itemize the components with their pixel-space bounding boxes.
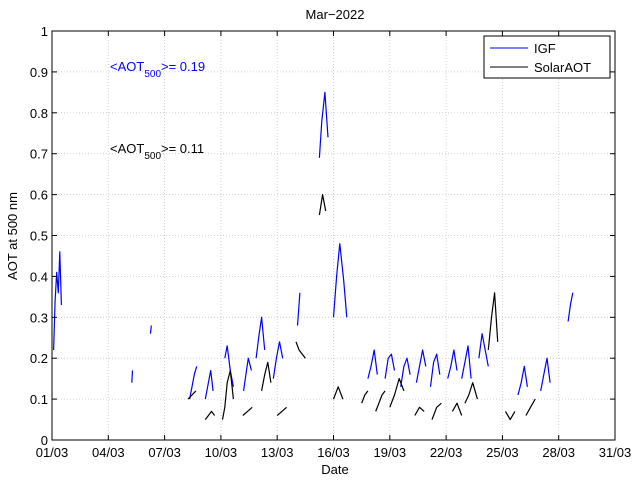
series-lines (53, 91, 574, 421)
y-tick-label: 0.3 (30, 310, 48, 325)
series-line-solaraot (525, 398, 536, 416)
annotation-mean-igf-value: >= 0.19 (161, 59, 205, 74)
legend-label-igf: IGF (534, 41, 556, 56)
series-line-solaraot (464, 382, 478, 404)
y-tick-label: 0.5 (30, 229, 48, 244)
annotation-mean-solaraot: <AOT500>= 0.11 (110, 141, 204, 162)
x-tick-label: 13/03 (261, 445, 294, 460)
series-line-igf (189, 366, 198, 400)
series-line-igf (332, 243, 348, 318)
series-line-solaraot (361, 390, 369, 404)
series-line-igf (53, 251, 62, 351)
y-tick-label: 0.4 (30, 269, 48, 284)
series-line-igf (447, 349, 458, 379)
series-line-solaraot (187, 390, 197, 400)
y-tick-label: 0.7 (30, 147, 48, 162)
x-axis-label: Date (321, 462, 348, 477)
legend-label-solaraot: SolarAOT (534, 60, 591, 75)
series-line-solaraot (221, 369, 234, 420)
series-line-igf (296, 292, 301, 326)
legend: IGF SolarAOT (483, 35, 611, 79)
y-tick-label: 0.1 (30, 392, 48, 407)
series-line-solaraot (332, 386, 344, 400)
series-line-igf (429, 353, 441, 387)
series-line-solaraot (487, 292, 499, 351)
x-tick-label: 28/03 (542, 445, 575, 460)
series-line-solaraot (276, 406, 287, 416)
y-axis-label: AOT at 500 nm (5, 192, 20, 280)
series-line-solaraot (375, 390, 386, 412)
x-tick-label: 01/03 (36, 445, 69, 460)
series-line-igf (415, 349, 427, 383)
series-line-solaraot (204, 410, 216, 420)
chart-title: Mar−2022 (306, 7, 365, 22)
y-tick-label: 0.9 (30, 65, 48, 80)
series-line-igf (149, 325, 152, 334)
series-line-igf (461, 345, 472, 379)
series-line-solaraot (318, 194, 327, 216)
x-tick-label: 19/03 (374, 445, 407, 460)
y-tick-label: 0.6 (30, 188, 48, 203)
x-tick-label: 04/03 (92, 445, 125, 460)
series-line-igf (131, 370, 134, 383)
series-line-solaraot (295, 341, 306, 359)
series-line-igf (224, 345, 234, 387)
series-line-igf (517, 365, 528, 396)
x-tick-label: 22/03 (430, 445, 463, 460)
series-line-solaraot (389, 378, 405, 408)
series-line-igf (272, 341, 284, 379)
series-line-igf (567, 292, 574, 322)
x-tick-label: 10/03 (205, 445, 238, 460)
series-line-solaraot (504, 411, 516, 421)
x-tick-label: 25/03 (486, 445, 519, 460)
series-line-solaraot (261, 361, 272, 392)
y-tick-label: 0.8 (30, 106, 48, 121)
annotation-mean-solaraot-subscript: 500 (144, 151, 161, 162)
annotation-mean-igf: <AOT500>= 0.19 (110, 59, 205, 80)
y-tick-label: 0.2 (30, 351, 48, 366)
annotation-mean-igf-text: <AOT (110, 59, 144, 74)
series-line-igf (255, 316, 266, 359)
series-line-igf (400, 357, 411, 387)
annotation-mean-igf-subscript: 500 (144, 69, 161, 80)
annotation-mean-solaraot-text: <AOT (110, 141, 144, 156)
series-line-solaraot (451, 402, 463, 416)
legend-box (483, 35, 611, 79)
annotation-mean-solaraot-value: >= 0.11 (161, 141, 204, 156)
axes: 01/03 04/03 07/03 10/03 13/03 16/03 19/03 22/03… (30, 24, 631, 460)
series-line-igf (318, 91, 329, 158)
x-tick-label: 16/03 (317, 445, 350, 460)
series-line-solaraot (431, 402, 442, 420)
series-line-igf (367, 349, 378, 379)
series-line-solaraot (242, 406, 253, 416)
series-line-igf (204, 369, 214, 400)
grid-lines (52, 31, 615, 440)
series-line-igf (540, 357, 551, 392)
series-line-solaraot (414, 406, 425, 416)
series-line-igf (478, 333, 489, 367)
x-tick-label: 07/03 (148, 445, 181, 460)
y-tick-label: 1 (41, 24, 48, 39)
y-tick-label: 0 (41, 433, 48, 448)
series-line-igf (243, 357, 252, 391)
series-line-igf (384, 353, 396, 379)
x-tick-label: 31/03 (599, 445, 632, 460)
